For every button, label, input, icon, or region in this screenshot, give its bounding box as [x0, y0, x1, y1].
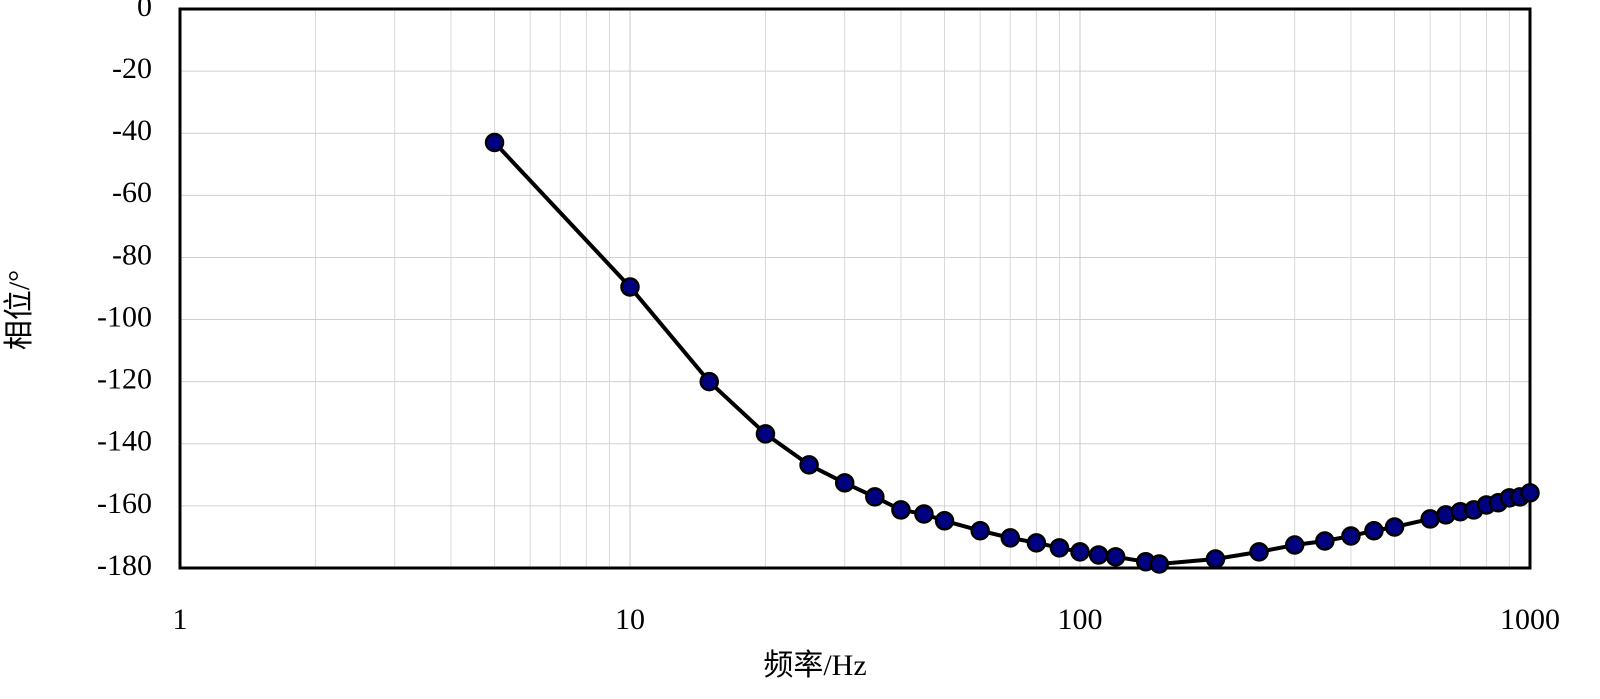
x-tick-label: 10 — [615, 603, 645, 636]
marker — [755, 424, 776, 444]
y-tick-label: -140 — [97, 425, 152, 458]
marker — [834, 473, 855, 493]
x-tick-label: 100 — [1058, 603, 1103, 636]
y-tick-label: 0 — [137, 0, 152, 23]
marker — [865, 487, 885, 507]
marker — [799, 455, 819, 475]
marker — [1520, 483, 1540, 503]
marker — [1000, 528, 1021, 548]
marker — [620, 277, 640, 297]
plot-frame — [178, 7, 1532, 570]
marker — [1070, 542, 1090, 562]
y-tick-label: -120 — [97, 363, 152, 396]
marker — [1149, 554, 1169, 574]
marker — [1249, 542, 1269, 562]
y-tick-label: -160 — [97, 487, 152, 520]
marker — [1026, 533, 1047, 553]
x-tick-label: 1 — [173, 603, 188, 636]
marker — [1420, 509, 1440, 529]
marker — [1315, 531, 1335, 551]
marker — [1049, 538, 1070, 558]
y-tick-label: -20 — [112, 52, 152, 85]
y-tick-label: -80 — [112, 238, 152, 271]
marker — [1105, 547, 1126, 567]
marker — [1284, 535, 1305, 555]
marker — [1205, 549, 1226, 569]
marker — [934, 511, 955, 531]
y-tick-label: -40 — [112, 114, 152, 147]
marker — [1088, 545, 1109, 565]
x-axis-label: 频率/Hz — [763, 649, 866, 682]
marker — [891, 500, 911, 520]
y-tick-label: -60 — [112, 176, 152, 209]
marker — [1364, 520, 1384, 541]
y-axis-label: 相位/° — [3, 270, 36, 350]
x-tick-label: 1000 — [1500, 603, 1560, 636]
line — [493, 141, 1531, 566]
marker — [914, 504, 934, 524]
marker — [1384, 517, 1405, 537]
y-tick-label: -100 — [97, 300, 152, 333]
marker — [699, 371, 719, 392]
marker — [1341, 526, 1361, 546]
marker — [484, 132, 505, 153]
marker — [970, 520, 990, 541]
y-tick-label: -180 — [97, 549, 152, 582]
